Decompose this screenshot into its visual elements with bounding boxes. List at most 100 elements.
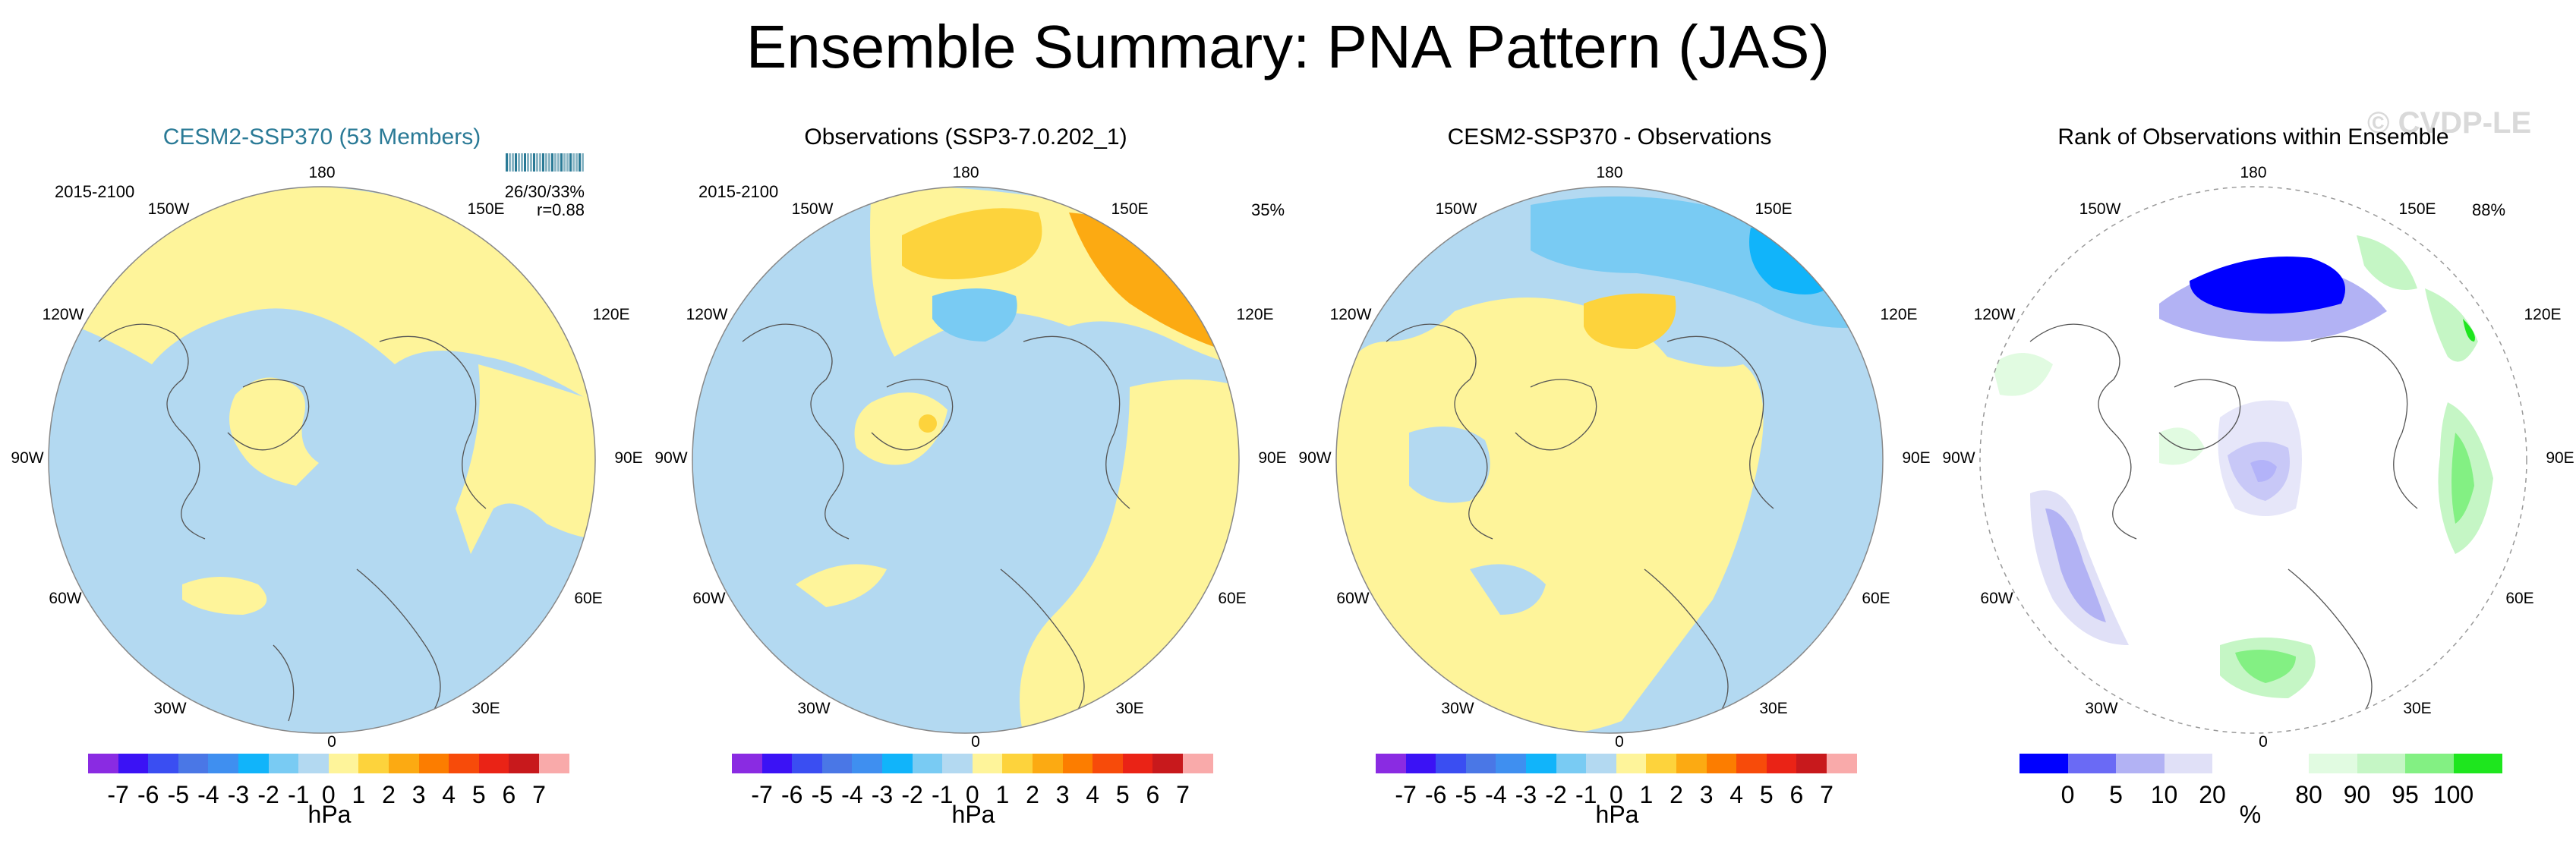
colorbar-box [1766,754,1797,773]
member-stick [563,153,566,172]
colorbar-tick-label: -2 [1545,781,1567,808]
colorbar-box [1465,754,1496,773]
stat-percentiles: 26/30/33% [504,182,585,201]
lon-label: 120W [43,306,84,323]
lon-label: 60E [2505,590,2533,607]
colorbar-box [882,754,913,773]
colorbar-box [2212,754,2261,773]
colorbar-box [1827,754,1858,773]
colorbar-tick-label: -5 [811,781,834,808]
colorbar-box [148,754,179,773]
lon-label: 180 [2240,164,2266,181]
colorbar-box [1062,754,1093,773]
colorbar-box [1646,754,1677,773]
colorbar-tick-label: 7 [532,781,546,808]
colorbar-tick-label: 6 [502,781,516,808]
colorbar-box [509,754,540,773]
colorbar-tick-label: 4 [442,781,456,808]
colorbar-tick-label: 5 [1115,781,1130,808]
colorbar-box [1526,754,1557,773]
lon-labels: 180 150E 120E 90E 60E 30E 0 30W 60W 90W … [1298,164,1930,751]
colorbar-box [539,754,570,773]
lon-label: 0 [327,733,336,751]
member-stick [524,153,526,172]
colorbar-tick-label: 6 [1146,781,1160,808]
lon-labels: 180 150E 120E 90E 60E 30E 0 30W 60W 90W … [11,164,642,751]
map-boundary [1979,186,2527,734]
panel-title: CESM2-SSP370 - Observations [1447,124,1772,150]
lon-label: 60W [692,590,725,607]
lon-label: 120E [1236,306,1273,323]
panel-rank: Rank of Observations within Ensemble 88% [1931,114,2575,847]
colorbar-tick-label: 5 [471,781,486,808]
lon-label: 90E [614,449,642,467]
lon-label: 30E [1115,700,1143,717]
lon-label: 90W [654,449,687,467]
lon-label: 30W [153,700,186,717]
lon-label: 150W [792,200,834,218]
colorbar-tick-label: 10 [2150,781,2178,808]
lon-label: 90W [1298,449,1331,467]
panel-title: Observations (SSP3-7.0.202_1) [804,124,1127,150]
member-stick [560,153,563,172]
map-boundary [48,186,596,734]
colorbar-tick-label: 0 [321,781,336,808]
colorbar-box [1093,754,1124,773]
lon-label: 0 [1615,733,1624,751]
colorbar-box [2067,754,2117,773]
colorbar-tick-label: 3 [411,781,426,808]
lon-label: 150W [148,200,190,218]
member-stick [566,153,569,172]
colorbar-tick-label: 80 [2295,781,2322,808]
member-stick [569,153,572,172]
lon-label: 150E [2398,200,2436,218]
colorbar-box [449,754,480,773]
colorbar-box [912,754,943,773]
lon-label: 30W [797,700,830,717]
lon-label: 180 [308,164,335,181]
lon-labels: 180 150E 120E 90E 60E 30E 0 30W 60W 90W … [654,164,1286,751]
member-stick [548,153,550,172]
lon-label: 90E [1258,449,1286,467]
colorbar-tick-label: -7 [751,781,773,808]
polar-map: 180 150E 120E 90E 60E 30E 0 30W 60W 90W … [1298,164,1930,751]
colorbar-box [418,754,449,773]
lon-label: 180 [952,164,979,181]
lon-label: 120E [592,306,629,323]
lon-label: 30E [2403,700,2431,717]
colorbar-box [1376,754,1407,773]
colorbar-tick-label: 95 [2392,781,2419,808]
colorbar-tick-label: -4 [1485,781,1507,808]
lon-label: 0 [2259,733,2268,751]
colorbar-box [298,754,329,773]
colorbar-tick-label: -1 [1575,781,1597,808]
member-stick [515,153,517,172]
lon-label: 150W [2079,200,2121,218]
member-stick [579,153,581,172]
colorbar-tick-label: 5 [1759,781,1774,808]
colorbar-tick-label: 100 [2433,781,2474,808]
panel-observations: Observations (SSP3-7.0.202_1) 2015-2100 … [644,114,1288,847]
member-stick [572,153,575,172]
colorbar-box [2260,754,2310,773]
lon-label: 60W [1980,590,2013,607]
colorbar-box [2357,754,2406,773]
colorbar-box [1183,754,1214,773]
panel-model: CESM2-SSP370 (53 Members) 2015-2100 26/3… [0,114,644,847]
polar-map: 180 150E 120E 90E 60E 30E 0 30W 60W 90W … [1942,164,2574,751]
lon-label: 90W [11,449,43,467]
colorbar-box [821,754,853,773]
units-label: hPa [951,801,995,828]
member-stick [575,153,578,172]
percent-label: 88% [2472,200,2506,219]
member-stick [539,153,541,172]
colorbar-tick-label: -1 [287,781,310,808]
member-stick [509,153,511,172]
colorbar-box [1405,754,1436,773]
lon-label: 150E [1755,200,1792,218]
colorbar-tick-label: 3 [1055,781,1070,808]
member-stick [582,153,584,172]
colorbar-tick-label: 1 [1639,781,1654,808]
colorbar-tick-label: -3 [871,781,894,808]
colorbar-box [792,754,823,773]
